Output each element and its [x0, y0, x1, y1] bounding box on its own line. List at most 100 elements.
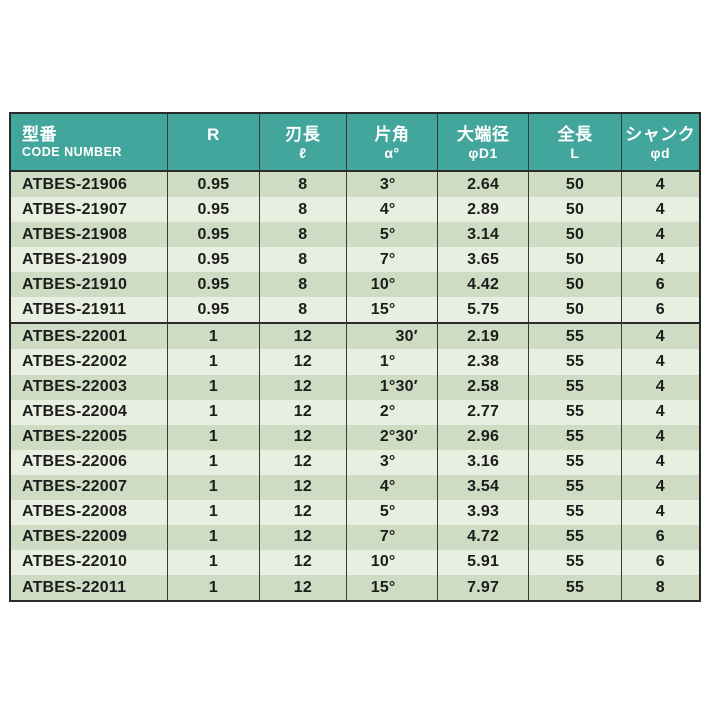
table-row: ATBES-22005 1 12 2° 30′ 2.96 55 4 — [11, 424, 699, 450]
header-shank-dia-line1: シャンク — [625, 125, 696, 145]
cell-shank: 6 — [620, 297, 699, 323]
cell-shank: 4 — [620, 474, 699, 500]
angle-minutes: 30′ — [395, 428, 418, 446]
cell-r: 1 — [167, 349, 259, 375]
header-large-end-dia-line2: φD1 — [468, 144, 498, 161]
header-overall-length-line2: L — [570, 144, 580, 161]
cell-flute: 8 — [258, 222, 346, 248]
cell-length: 55 — [528, 499, 620, 525]
cell-shank: 4 — [620, 222, 699, 248]
cell-angle: 2° 30′ — [346, 424, 437, 450]
cell-dia: 3.54 — [436, 474, 529, 500]
cell-dia: 2.64 — [436, 172, 529, 198]
cell-code: ATBES-22010 — [22, 553, 128, 571]
cell-angle: 4° — [346, 474, 437, 500]
cell-shank: 6 — [620, 549, 699, 575]
cell-length: 55 — [528, 424, 620, 450]
table-row: ATBES-22010 1 12 10° 5.91 55 6 — [11, 549, 699, 575]
cell-code: ATBES-22008 — [22, 503, 128, 521]
cell-shank: 4 — [620, 324, 699, 350]
cell-flute: 8 — [258, 172, 346, 198]
cell-dia: 2.96 — [436, 424, 529, 450]
cell-length: 50 — [528, 272, 620, 298]
angle-degrees: 5° — [379, 225, 396, 243]
cell-flute: 12 — [258, 424, 346, 450]
cell-length: 55 — [528, 349, 620, 375]
cell-length: 50 — [528, 247, 620, 273]
table-row: ATBES-21907 0.95 8 4° 2.89 50 4 — [11, 197, 699, 223]
table-row: ATBES-22011 1 12 15° 7.97 55 8 — [11, 575, 699, 601]
cell-length: 50 — [528, 297, 620, 323]
cell-code: ATBES-22002 — [22, 352, 128, 370]
table-row: ATBES-22008 1 12 5° 3.93 55 4 — [11, 499, 699, 525]
angle-degrees: 7° — [379, 528, 396, 546]
cell-r: 0.95 — [167, 172, 259, 198]
cell-code: ATBES-22005 — [22, 428, 128, 446]
cell-flute: 12 — [258, 474, 346, 500]
cell-dia: 5.75 — [436, 297, 529, 323]
header-flute-length-line1: 刃長 — [285, 125, 321, 145]
cell-angle: 5° — [346, 499, 437, 525]
cell-dia: 4.42 — [436, 272, 529, 298]
angle-degrees: 15° — [370, 578, 396, 596]
cell-flute: 12 — [258, 349, 346, 375]
cell-angle: 1° — [346, 349, 437, 375]
cell-r: 1 — [167, 499, 259, 525]
cell-dia: 3.65 — [436, 247, 529, 273]
cell-dia: 7.97 — [436, 575, 529, 601]
cell-angle: 2° — [346, 399, 437, 425]
cell-dia: 2.38 — [436, 349, 529, 375]
cell-length: 55 — [528, 374, 620, 400]
cell-angle: 10° — [346, 272, 437, 298]
angle-minutes: 30′ — [395, 378, 418, 396]
header-half-angle-line1: 片角 — [374, 125, 410, 145]
header-r-line1: R — [207, 125, 220, 145]
cell-angle: 1° 30′ — [346, 374, 437, 400]
cell-code: ATBES-21907 — [22, 200, 128, 218]
header-large-end-dia: 大端径 φD1 — [436, 114, 529, 170]
cell-r: 0.95 — [167, 297, 259, 323]
cell-length: 55 — [528, 524, 620, 550]
cell-angle: 10° — [346, 549, 437, 575]
cell-dia: 3.14 — [436, 222, 529, 248]
header-shank-dia: シャンク φd — [620, 114, 699, 170]
angle-degrees: 4° — [379, 478, 396, 496]
header-code-number-line1: 型番 — [22, 125, 57, 145]
cell-code: ATBES-22007 — [22, 478, 128, 496]
cell-code: ATBES-21909 — [22, 250, 128, 268]
table-row: ATBES-22001 1 12 30′ 2.19 55 4 — [11, 322, 699, 350]
table-row: ATBES-22006 1 12 3° 3.16 55 4 — [11, 449, 699, 475]
cell-code: ATBES-22004 — [22, 403, 128, 421]
cell-r: 1 — [167, 374, 259, 400]
table-row: ATBES-22003 1 12 1° 30′ 2.58 55 4 — [11, 374, 699, 400]
table-row: ATBES-22007 1 12 4° 3.54 55 4 — [11, 474, 699, 500]
cell-shank: 6 — [620, 524, 699, 550]
table-row: ATBES-21911 0.95 8 15° 5.75 50 6 — [11, 297, 699, 323]
cell-flute: 8 — [258, 272, 346, 298]
cell-code: ATBES-21908 — [22, 225, 128, 243]
table-body: ATBES-21906 0.95 8 3° 2.64 50 4 ATBES-21907 0.95… — [11, 172, 699, 601]
cell-length: 55 — [528, 474, 620, 500]
cell-dia: 3.93 — [436, 499, 529, 525]
cell-shank: 4 — [620, 197, 699, 223]
cell-r: 0.95 — [167, 197, 259, 223]
cell-code: ATBES-22011 — [22, 578, 127, 596]
angle-degrees: 2° — [379, 428, 396, 446]
angle-degrees: 10° — [370, 553, 396, 571]
cell-flute: 12 — [258, 524, 346, 550]
cell-shank: 4 — [620, 374, 699, 400]
cell-r: 0.95 — [167, 247, 259, 273]
cell-length: 50 — [528, 197, 620, 223]
cell-flute: 12 — [258, 449, 346, 475]
cell-code: ATBES-22006 — [22, 453, 128, 471]
cell-flute: 12 — [258, 399, 346, 425]
cell-shank: 6 — [620, 272, 699, 298]
cell-length: 55 — [528, 399, 620, 425]
angle-degrees: 1° — [379, 378, 396, 396]
cell-flute: 8 — [258, 247, 346, 273]
angle-degrees: 3° — [379, 453, 396, 471]
cell-length: 55 — [528, 575, 620, 601]
header-flute-length: 刃長 ℓ — [258, 114, 346, 170]
cell-dia: 2.19 — [436, 324, 529, 350]
cell-angle: 7° — [346, 524, 437, 550]
